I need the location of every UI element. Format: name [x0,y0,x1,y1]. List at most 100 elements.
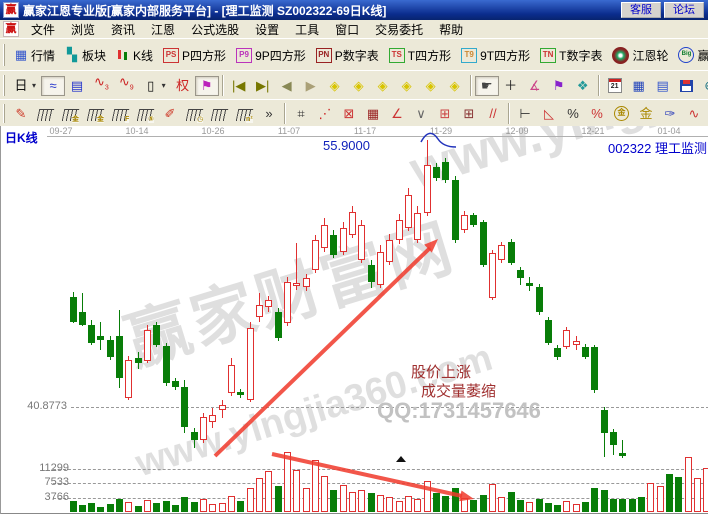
candle[interactable] [153,325,160,345]
volume-bar[interactable] [172,505,179,512]
volume-bar[interactable] [396,501,403,512]
candle[interactable] [563,330,570,347]
volume-bar[interactable] [181,497,188,512]
volume-bar[interactable] [666,474,673,512]
notepad-button[interactable]: ▤ [651,76,675,96]
candle[interactable] [358,225,365,260]
pennant-button[interactable]: ⚑ [547,76,571,96]
kline-chart[interactable]: 赢家财富网 www.yingjia360.com www.yingjia360.… [0,126,708,514]
candle[interactable] [452,180,459,240]
volume-bar[interactable] [629,499,636,512]
zoom-diamond-3-button[interactable]: ◈ [371,76,395,96]
menu-item-5[interactable]: 设置 [255,22,280,37]
candle[interactable] [368,265,375,282]
t9-square-button[interactable]: T9 9T四方形 [456,44,535,67]
volume-bar[interactable] [452,488,459,512]
volume-bar[interactable] [601,490,608,512]
zoom-diamond-6-button[interactable]: ◈ [443,76,467,96]
candle[interactable] [125,360,132,398]
candle[interactable] [293,283,300,286]
candle[interactable] [312,240,319,270]
gann-wheel-button[interactable]: 江恩轮 [607,44,673,67]
candle[interactable] [135,358,142,363]
volume-bar[interactable] [582,502,589,512]
parallel-lines-button[interactable]: // [481,104,505,124]
more-tools-button[interactable]: » [257,104,281,124]
fence-clock-button[interactable]: ◷ [182,104,207,124]
volume-bar[interactable] [163,501,170,512]
menu-item-4[interactable]: 公式选股 [191,22,240,37]
grid-x-button[interactable]: ⊠ [337,104,361,124]
candle[interactable] [573,341,580,345]
volume-bar[interactable] [284,452,291,512]
candle[interactable] [517,270,524,278]
volume-bar[interactable] [610,499,617,512]
candle[interactable] [601,410,608,433]
last-page-button[interactable]: ▶| [251,76,275,96]
volume-bar[interactable] [554,505,561,512]
volume-bar[interactable] [685,457,692,512]
candle[interactable] [340,228,347,252]
p-number-button[interactable]: PN P数字表 [311,44,384,67]
candle[interactable] [330,235,337,255]
volume-bar[interactable] [228,496,235,512]
candle[interactable] [536,287,543,312]
volume-bar[interactable] [88,503,95,512]
save-button[interactable] [675,77,698,95]
candle[interactable] [265,300,272,307]
forum-button[interactable]: 论坛 [664,2,704,18]
volume-bar[interactable] [694,478,701,512]
dark-grid-button[interactable]: ⊞ [457,104,481,124]
volume-bar[interactable] [70,501,77,512]
volume-bar[interactable] [536,499,543,512]
candle[interactable] [284,282,291,323]
volume-bar[interactable] [657,486,664,512]
quote-grid-button[interactable]: ▦ 行情 [9,44,60,67]
candle[interactable] [498,245,505,260]
candle[interactable] [209,415,216,422]
candle[interactable] [200,417,207,440]
volume-bar[interactable] [619,499,626,512]
volume-bar[interactable] [247,488,254,512]
volume-bar[interactable] [256,478,263,512]
t-number-button[interactable]: TN T数字表 [535,44,607,67]
candle[interactable] [228,365,235,393]
candle[interactable] [442,162,449,180]
candle[interactable] [163,346,170,383]
candle[interactable] [116,336,123,378]
crosshair-button[interactable]: ＋ [499,76,523,96]
step3-button[interactable]: ∿3 [89,72,114,99]
zoom-diamond-4-button[interactable]: ◈ [395,76,419,96]
candle[interactable] [256,305,263,317]
volume-bar[interactable] [647,483,654,512]
candle[interactable] [414,213,421,240]
volume-bar[interactable] [116,499,123,512]
volume-bar[interactable] [358,490,365,512]
volume-bar[interactable] [368,493,375,512]
volume-bar[interactable] [480,495,487,512]
menu-item-7[interactable]: 窗口 [335,22,360,37]
volume-bar[interactable] [125,502,132,512]
candle[interactable] [526,283,533,286]
v-wave-button[interactable]: ∨ [409,104,433,124]
percent-button[interactable]: % [561,104,585,124]
t-square-button[interactable]: TS T四方形 [384,44,456,67]
volume-bar[interactable] [321,476,328,512]
volume-bar[interactable] [330,490,337,512]
candle[interactable] [247,328,254,400]
volume-bar[interactable] [405,496,412,512]
candle[interactable] [489,253,496,298]
candle[interactable] [480,222,487,265]
volume-bar[interactable] [265,471,272,512]
volume-bar[interactable] [591,488,598,512]
menu-item-0[interactable]: 文件 [31,22,56,37]
candle[interactable] [349,212,356,235]
volume-bar[interactable] [498,497,505,512]
calendar-button[interactable]: 21 [603,75,627,96]
percent-triangle-button[interactable]: ◺ [537,104,561,124]
candle[interactable] [545,320,552,343]
candle[interactable] [377,252,384,285]
fence-gold-button[interactable]: 金 [58,104,83,124]
candle[interactable] [88,325,95,343]
candle-type-button[interactable]: ▯ ▾ [139,76,171,96]
